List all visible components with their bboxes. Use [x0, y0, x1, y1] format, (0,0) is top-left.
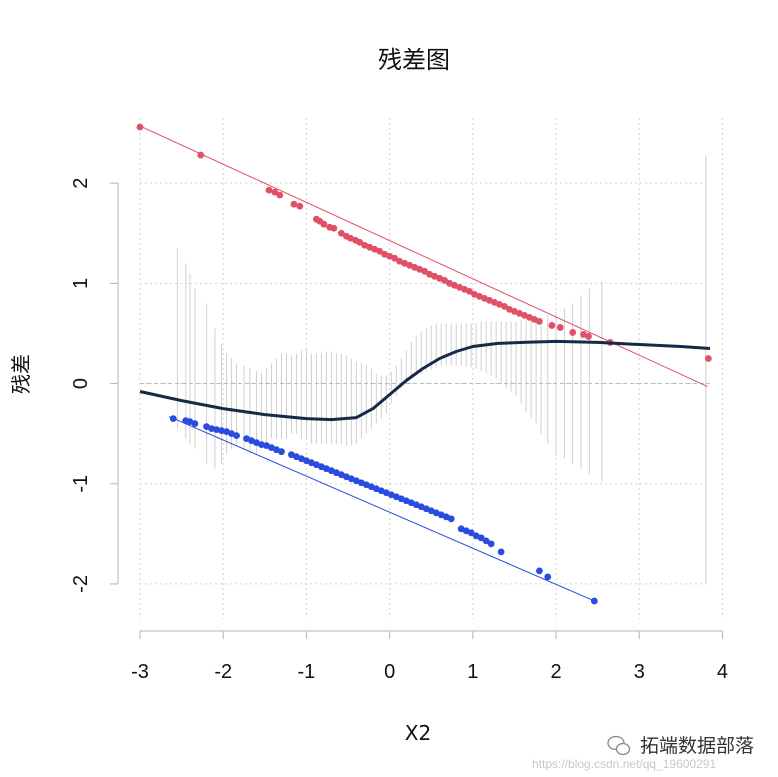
point-series-0 [296, 202, 304, 210]
x-axis-label: X2 [405, 721, 431, 745]
point-series-0 [704, 355, 712, 362]
point-series-0 [441, 276, 448, 284]
point-series-1 [278, 448, 285, 456]
smooth-curve [139, 339, 711, 422]
x-tick-label: 2 [550, 661, 561, 683]
point-series-0 [136, 123, 144, 131]
point-series-1 [447, 515, 455, 523]
data-points [136, 123, 712, 605]
watermark-url: https://blog.csdn.net/qq_19600291 [532, 757, 716, 771]
y-tick-label: -2 [70, 575, 92, 593]
point-series-0 [556, 324, 564, 331]
point-series-0 [337, 229, 345, 237]
point-series-0 [330, 224, 338, 232]
x-tick-label: 1 [467, 661, 478, 683]
x-tick-label: -1 [298, 661, 316, 683]
axes: -3 -2 -1 0 1 2 3 4 -2 -1 0 1 2 [70, 178, 728, 683]
point-series-1 [233, 432, 240, 440]
point-series-1 [536, 567, 543, 575]
point-series-0 [391, 254, 399, 262]
wechat-icon [607, 735, 631, 756]
y-tick-label: 0 [70, 378, 92, 389]
point-series-1 [477, 534, 485, 542]
x-tick-label: -2 [214, 661, 232, 683]
x-tick-label: 3 [634, 661, 645, 683]
fit-line-1 [168, 416, 595, 602]
y-tick-label: 2 [70, 178, 92, 189]
point-series-0 [569, 329, 577, 336]
point-series-1 [191, 420, 199, 428]
y-tick-label: 1 [70, 278, 92, 289]
point-series-1 [497, 548, 505, 556]
point-series-1 [487, 540, 495, 548]
point-series-0 [421, 267, 428, 275]
point-series-1 [544, 573, 552, 581]
smooth-line [139, 339, 711, 422]
point-series-0 [276, 191, 284, 199]
point-series-0 [197, 151, 205, 159]
fit-line-0 [139, 125, 708, 387]
confidence-bands [176, 155, 707, 584]
point-series-0 [548, 322, 556, 329]
point-series-0 [290, 200, 298, 208]
x-tick-label: 4 [717, 661, 728, 683]
point-series-0 [501, 302, 508, 310]
point-series-1 [590, 597, 598, 605]
y-tick-label: -1 [70, 475, 92, 493]
point-series-1 [467, 529, 475, 537]
point-series-1 [482, 537, 490, 545]
point-series-0 [320, 220, 328, 228]
x-tick-label: -3 [131, 661, 149, 683]
y-axis-label: 残差 [9, 354, 33, 394]
point-series-0 [376, 247, 384, 255]
point-series-0 [265, 186, 273, 194]
watermark: https://blog.csdn.net/qq_19600291 拓端数据部落 [532, 735, 754, 771]
chart-title: 残差图 [378, 46, 450, 74]
point-series-0 [536, 318, 543, 325]
fit-lines [139, 125, 708, 602]
watermark-name: 拓端数据部落 [640, 735, 754, 757]
point-series-1 [169, 415, 177, 422]
point-series-0 [585, 333, 592, 340]
point-series-0 [466, 287, 473, 295]
x-tick-label: 0 [384, 661, 395, 683]
point-series-0 [356, 238, 364, 246]
point-series-0 [271, 188, 279, 196]
